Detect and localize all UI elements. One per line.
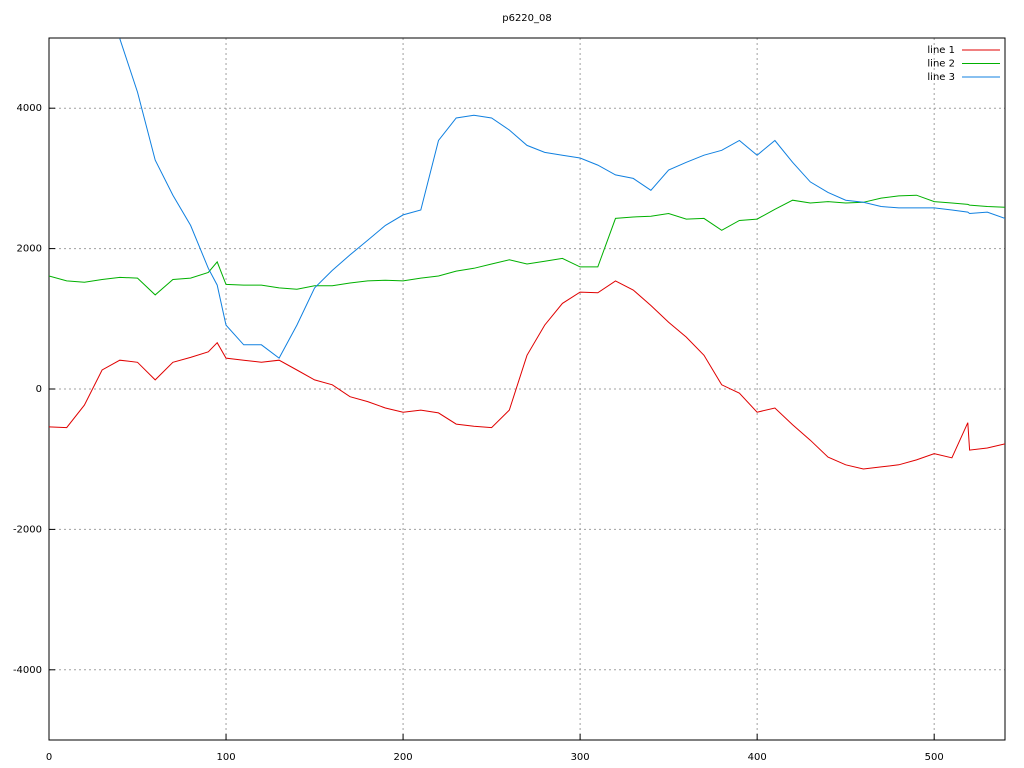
x-tick-label: 500 [925,752,944,763]
plot-area [49,38,1005,470]
y-tick-label: -2000 [13,524,42,535]
legend-label: line 1 [927,45,955,56]
y-tick-label: 4000 [17,103,42,114]
data-line [49,280,1005,470]
x-tick-label: 400 [748,752,767,763]
chart-title: p6220_08 [502,13,552,24]
legend-label: line 2 [927,59,955,70]
x-tick-label: 100 [216,752,235,763]
plot-border [48,37,1006,741]
y-tick-label: 2000 [17,244,42,255]
data-line [49,194,1005,296]
y-tick-label: 0 [36,384,42,395]
y-tick-label: -4000 [13,665,42,676]
x-tick-label: 200 [394,752,413,763]
data-line [119,38,1005,359]
x-tick-label: 0 [46,752,52,763]
x-tick-label: 300 [571,752,590,763]
legend-label: line 3 [927,72,955,83]
